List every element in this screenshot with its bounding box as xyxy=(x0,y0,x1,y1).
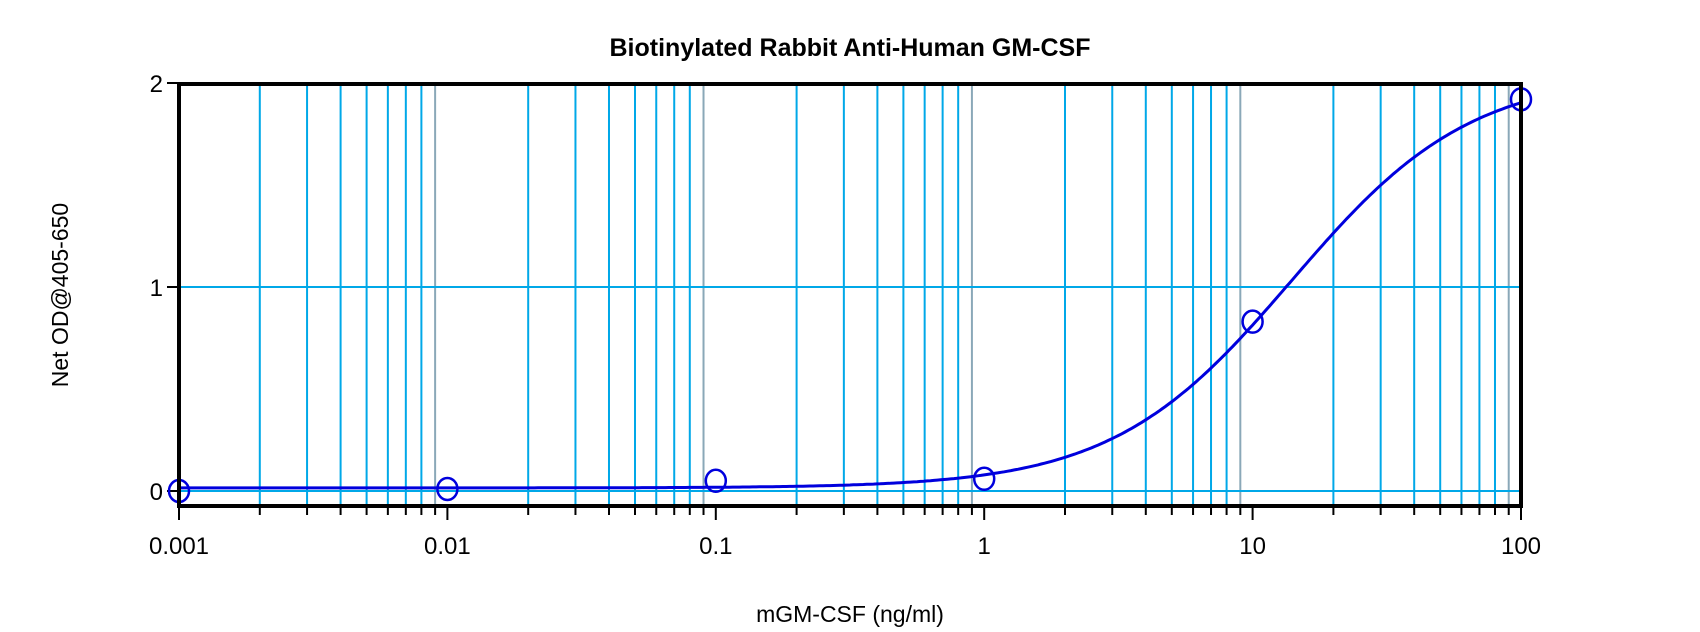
x-tick-label: 100 xyxy=(1501,533,1541,560)
data-point xyxy=(436,476,459,502)
chart-title: Biotinylated Rabbit Anti-Human GM-CSF xyxy=(610,34,1091,62)
data-point xyxy=(972,466,996,492)
fit-curve xyxy=(179,101,1522,490)
x-tick-label: 0.01 xyxy=(424,533,471,560)
data-point xyxy=(1241,309,1264,334)
ticks: 0 1 2 0.001 0.01 0.1 1 10 100 xyxy=(149,71,1541,560)
x-tick-label: 10 xyxy=(1239,533,1266,560)
plot-frame xyxy=(177,82,1523,508)
grid xyxy=(179,82,1521,506)
x-tick-label: 0.1 xyxy=(699,533,732,560)
y-tick-label: 2 xyxy=(150,71,163,98)
x-axis-label: mGM-CSF (ng/ml) xyxy=(756,601,944,627)
y-axis-label: Net OD@405-650 xyxy=(47,203,73,387)
y-tick-label: 1 xyxy=(150,275,163,302)
y-tick-label: 0 xyxy=(150,479,163,506)
x-tick-label: 0.001 xyxy=(149,533,209,560)
data-point xyxy=(704,468,728,494)
marks xyxy=(167,87,1533,504)
x-tick-label: 1 xyxy=(978,533,991,560)
